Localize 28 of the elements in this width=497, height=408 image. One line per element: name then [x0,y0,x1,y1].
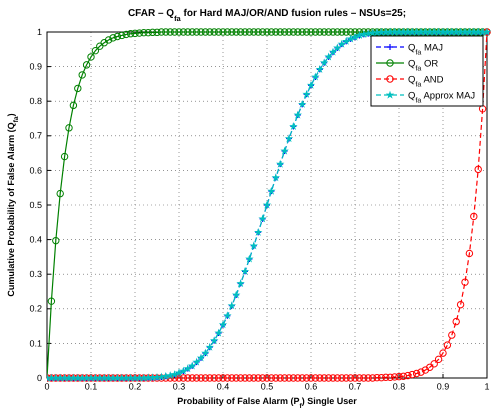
x-tick-label: 0.3 [172,381,186,392]
x-tick-label: 0.9 [436,381,450,392]
y-tick-label: 0.5 [29,200,42,210]
x-tick-label: 0.1 [84,381,98,392]
x-tick-label: 0.6 [304,381,318,392]
legend-label: Q$_{fa}$ MAJ [408,42,444,56]
y-tick-label: 0.6 [29,165,42,176]
legend-label: Q$_{fa}$ Approx MAJ [408,90,476,104]
y-tick-label: 0.9 [29,61,42,72]
y-tick-label: 0 [36,372,42,383]
x-tick-label: 0.2 [128,381,142,392]
y-tick-label: 0.4 [29,234,42,244]
x-tick-label: 0.8 [392,381,406,392]
legend-label: Q$_{fa}$ AND [408,74,444,88]
legend-label: Q$_{fa}$ OR [408,58,438,72]
y-tick-label: 1 [36,26,42,37]
x-axis-title: Probability of False Alarm (P$_{f}$) Single User [177,396,358,408]
chart-title: CFAR – Q$_{fa}$ for Hard MAJ/OR/AND fusion rules – NSUs=25; [128,8,406,22]
x-tick-label: 0 [44,381,50,392]
y-tick-label: 0.2 [29,304,42,314]
y-tick-label: 0.1 [29,338,42,348]
y-tick-label: 0.8 [29,96,42,106]
x-tick-label: 1 [484,381,490,392]
y-tick-label: 0.3 [29,269,42,280]
x-tick-label: 0.4 [216,381,230,392]
x-tick-label: 0.7 [348,381,362,392]
y-tick-label: 0.7 [29,130,42,141]
x-tick-label: 0.5 [260,381,274,392]
